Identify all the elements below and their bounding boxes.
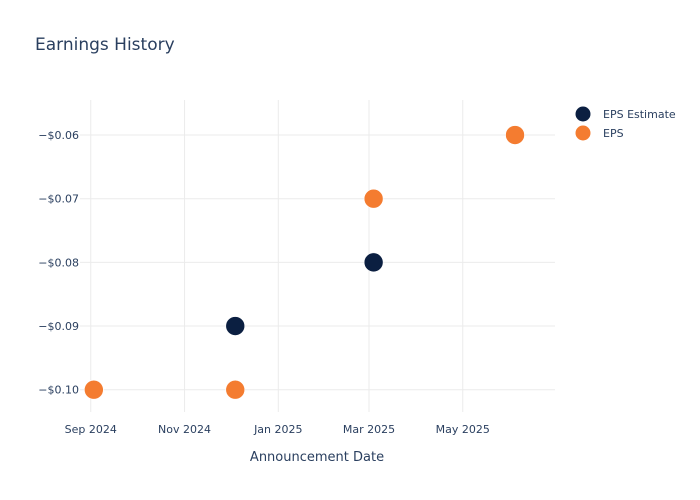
legend-marker <box>575 125 591 141</box>
y-axis: −$0.06 −$0.07 −$0.08 −$0.09 −$0.10 <box>38 129 79 397</box>
x-tick-label: May 2025 <box>436 423 490 436</box>
legend-label: EPS Estimate <box>603 108 676 121</box>
eps-point[interactable] <box>363 188 384 209</box>
eps-point[interactable] <box>225 379 246 400</box>
y-tick-label: −$0.10 <box>38 384 79 397</box>
eps-point[interactable] <box>505 125 525 145</box>
legend-item-eps-estimate[interactable]: EPS Estimate <box>575 106 676 122</box>
eps-estimate-point[interactable] <box>225 316 246 336</box>
legend-label: EPS <box>603 127 624 140</box>
plot-area <box>84 125 525 400</box>
legend-marker <box>575 106 591 122</box>
eps-estimate-point[interactable] <box>363 252 384 273</box>
y-tick-label: −$0.09 <box>38 320 79 333</box>
x-axis: Sep 2024 Nov 2024 Jan 2025 Mar 2025 May 2025 <box>65 423 490 436</box>
y-tick-label: −$0.07 <box>38 193 79 206</box>
y-tick-label: −$0.08 <box>38 256 79 269</box>
legend-item-eps[interactable]: EPS <box>575 125 624 141</box>
grid <box>80 100 555 412</box>
y-tick-label: −$0.06 <box>38 129 79 142</box>
x-axis-title: Announcement Date <box>250 450 384 465</box>
eps-point[interactable] <box>84 379 104 400</box>
x-tick-label: Mar 2025 <box>343 423 395 436</box>
x-tick-label: Jan 2025 <box>253 423 302 436</box>
legend[interactable]: EPS Estimate EPS <box>575 106 676 141</box>
x-tick-label: Sep 2024 <box>65 423 117 436</box>
x-tick-label: Nov 2024 <box>158 423 211 436</box>
chart-title: Earnings History <box>35 35 175 55</box>
